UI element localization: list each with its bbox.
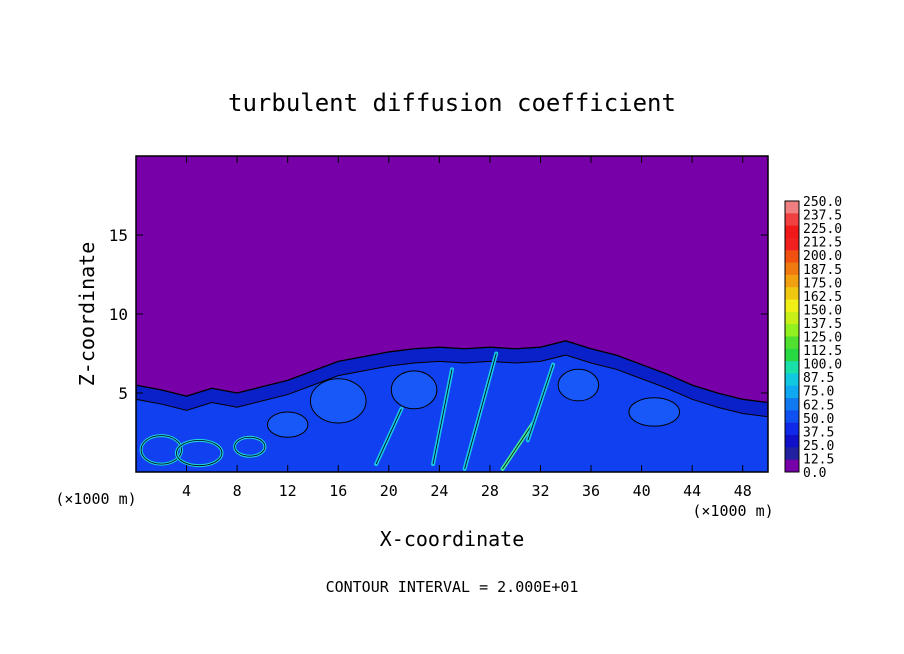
colorbar-label: 25.0 [803, 439, 834, 454]
colorbar-swatch [785, 250, 799, 264]
colorbar-swatch [785, 225, 799, 239]
contour-interval-note: CONTOUR INTERVAL = 2.000E+01 [326, 578, 579, 596]
colorbar-label: 187.5 [803, 263, 842, 278]
colorbar-swatch [785, 201, 799, 214]
colorbar-swatch [785, 237, 799, 251]
y-tick-label: 5 [118, 384, 128, 403]
colorbar-label: 150.0 [803, 303, 842, 318]
colorbar-swatch [785, 398, 799, 411]
colorbar-swatch [785, 324, 799, 337]
colorbar-swatch [785, 385, 799, 399]
streak-contour [502, 421, 535, 470]
colorbar-label: 12.5 [803, 452, 834, 467]
colorbar-swatch [785, 447, 799, 461]
streak-contour [432, 369, 453, 465]
colorbar-label: 200.0 [803, 249, 842, 264]
colorbar-label: 50.0 [803, 412, 834, 427]
x-tick-label: 20 [380, 482, 398, 500]
colorbar-label: 137.5 [803, 317, 842, 332]
streak-contour [375, 408, 402, 465]
turbulent-pocket [390, 370, 438, 410]
colorbar-swatch [785, 213, 799, 227]
colorbar-label: 125.0 [803, 331, 842, 346]
y-axis-label: Z-coordinate [75, 242, 99, 387]
turbulent-pocket [266, 411, 309, 438]
colorbar-swatch [785, 373, 799, 387]
colorbar-swatch [785, 262, 799, 276]
colorbar-label: 162.5 [803, 290, 842, 305]
turbulent-pocket [557, 368, 600, 402]
x-tick-label: 32 [531, 482, 549, 500]
colorbar-label: 37.5 [803, 425, 834, 440]
turbulent-pocket [628, 397, 681, 427]
turbulent-pocket [309, 378, 367, 424]
colorbar-label: 75.0 [803, 385, 834, 400]
x-tick-label: 16 [329, 482, 347, 500]
colorbar-label: 87.5 [803, 371, 834, 386]
x-unit-left: (×1000 m) [55, 490, 136, 508]
x-tick-label: 8 [233, 482, 242, 500]
y-tick-label: 15 [109, 226, 128, 245]
colorbar-swatch [785, 422, 799, 436]
colorbar-swatch [785, 459, 799, 473]
surface-eddy-contour [176, 439, 223, 467]
x-axis-ticks: 4 8 12 16 20 24 28 32 36 40 44 48 [182, 156, 752, 500]
plot-area [135, 155, 769, 473]
chart-title: turbulent diffusion coefficient [228, 89, 676, 117]
y-tick-label: 10 [109, 305, 128, 324]
colorbar-label: 100.0 [803, 358, 842, 373]
x-tick-label: 36 [582, 482, 600, 500]
colorbar-label: 62.5 [803, 398, 834, 413]
x-tick-label: 28 [481, 482, 499, 500]
x-tick-label: 40 [633, 482, 651, 500]
colorbar-label: 175.0 [803, 276, 842, 291]
colorbar-swatch [785, 410, 799, 424]
streak-contour [464, 353, 497, 469]
surface-eddy-contour [234, 436, 266, 457]
colorbar-swatch [785, 336, 799, 350]
colorbar-label: 250.0 [803, 195, 842, 210]
colorbar-swatch [785, 361, 799, 374]
colorbar-label: 225.0 [803, 222, 842, 237]
colorbar: 250.0237.5225.0212.5200.0187.5175.0162.5… [784, 195, 842, 481]
colorbar-swatch [785, 287, 799, 301]
colorbar-label: 212.5 [803, 236, 842, 251]
colorbar-label: 237.5 [803, 209, 842, 224]
streak-contour [527, 364, 554, 441]
colorbar-label: 112.5 [803, 344, 842, 359]
x-tick-label: 4 [182, 482, 191, 500]
x-axis-label: X-coordinate [380, 527, 525, 551]
colorbar-swatch [785, 311, 799, 325]
colorbar-label: 0.0 [803, 466, 826, 481]
boundary-layer-core [136, 354, 768, 472]
colorbar-swatch [785, 274, 799, 288]
colorbar-swatch [785, 348, 799, 362]
x-tick-label: 12 [279, 482, 297, 500]
x-tick-label: 24 [430, 482, 448, 500]
y-axis-ticks: 5 10 15 [109, 226, 768, 403]
x-unit-right: (×1000 m) [692, 502, 773, 520]
colorbar-frame [784, 200, 800, 473]
colorbar-swatch [785, 435, 799, 448]
x-tick-label: 44 [683, 482, 701, 500]
surface-eddy-contour [140, 435, 182, 465]
x-tick-label: 48 [734, 482, 752, 500]
colorbar-swatch [785, 299, 799, 313]
